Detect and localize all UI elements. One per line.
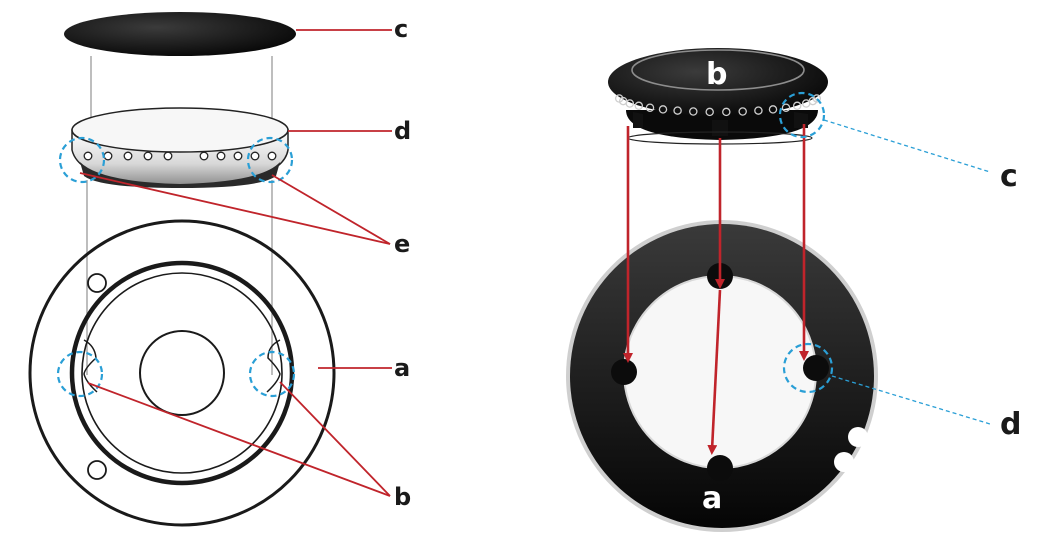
burner-crown-d [71, 107, 289, 188]
label-c: c [394, 15, 408, 43]
cap-port [754, 106, 763, 115]
highlight-circles-right [778, 91, 991, 425]
cap-port [781, 103, 791, 112]
base-disc-a [566, 220, 878, 532]
burner-ports [83, 151, 277, 161]
burner-port [123, 151, 133, 161]
label-b-right: b [706, 57, 727, 92]
cap-port [658, 105, 668, 114]
cap-port [634, 101, 644, 111]
right-figure: b c d a [566, 48, 1021, 532]
burner-port [250, 151, 260, 161]
cap-port [645, 103, 655, 112]
cap-port [625, 99, 635, 108]
guide-lines [86, 56, 273, 375]
burner-port [103, 151, 113, 161]
label-a-right: a [702, 481, 722, 516]
cap-port [792, 101, 802, 111]
burner-port [83, 151, 93, 161]
highlight-circles [56, 136, 296, 398]
burner-port [267, 151, 277, 161]
burner-port [216, 151, 226, 161]
label-c-right: c [1000, 159, 1018, 194]
left-figure: c d e a b [28, 12, 411, 527]
burner-port [163, 151, 173, 161]
label-d-right: d [1000, 407, 1021, 442]
cap-port [673, 106, 682, 115]
cap-port [812, 94, 822, 103]
cap-port [705, 107, 714, 117]
cap-port [689, 107, 698, 116]
burner-port [143, 151, 153, 161]
cap-port [768, 105, 778, 114]
burner-port [199, 151, 209, 161]
cap-ports [614, 94, 822, 117]
cap-port [722, 107, 731, 117]
alignment-arrows [623, 124, 809, 455]
cap-b [608, 48, 828, 145]
cap-port [738, 107, 747, 116]
burner-port [233, 151, 243, 161]
label-b: b [394, 483, 411, 511]
label-a: a [394, 354, 410, 382]
leader-lines [79, 29, 392, 497]
label-d: d [394, 117, 411, 145]
base-plate-a [28, 219, 336, 527]
cap-disc-c [64, 12, 296, 56]
label-e: e [394, 230, 410, 258]
